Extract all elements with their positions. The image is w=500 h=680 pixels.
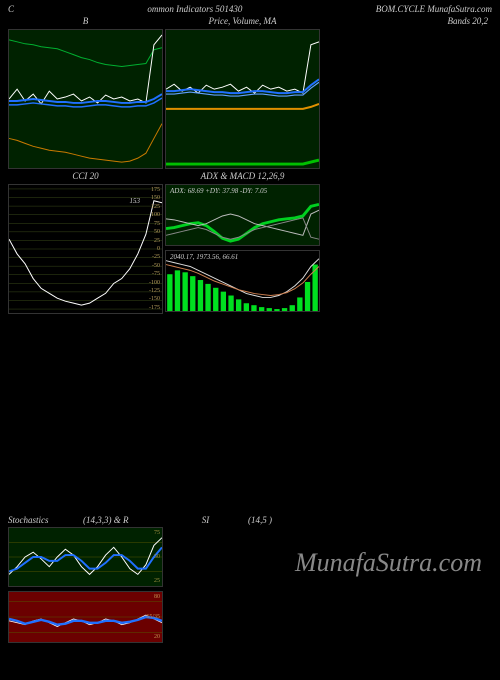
cci-marker: 153 [130,197,141,205]
header-center: ommon Indicators 501430 [147,4,242,14]
rsi-title: SI [163,515,248,525]
charts-grid: B Price, Volume, MA Bands 20,2 CCI 20 17… [0,16,500,316]
macd-label: 2040.17, 1973.56, 66.61 [170,253,238,261]
rsi-chart: 8065/3520 [8,591,163,643]
stoch-chart: 755025 [8,527,163,587]
price-title: Price, Volume, MA [165,16,320,28]
adx-label: ADX: 68.69 +DY: 37.98 -DY: 7.05 [170,187,267,195]
adx-chart: ADX: 68.69 +DY: 37.98 -DY: 7.05 [165,184,320,246]
lower-titles: Stochastics (14,3,3) & R SI (14,5 ) [8,515,492,525]
cci-title: CCI 20 [8,171,163,183]
header: C ommon Indicators 501430 BOM.CYCLE Muna… [0,0,500,16]
price-chart [165,29,320,169]
stoch-ticks: 755025 [154,528,160,586]
rsi-ticks: 8065/3520 [146,592,160,642]
rsi-params: (14,5 ) [248,515,272,525]
cci-panel: CCI 20 1751501251007550250-25-50-75-100-… [8,171,163,314]
bands-title: Bands 20,2 [322,16,492,28]
stoch-title: Stochastics [8,515,83,525]
bb-title: B [8,16,163,28]
adx-macd-title: ADX & MACD 12,26,9 [165,171,320,183]
bb-chart [8,29,163,169]
macd-chart: 2040.17, 1973.56, 66.61 [165,250,320,312]
watermark: MunafaSutra.com [295,548,482,578]
cci-chart: 1751501251007550250-25-50-75-100-125-150… [8,184,163,314]
bands-panel: Bands 20,2 [322,16,492,169]
stoch-params: (14,3,3) & R [83,515,163,525]
adx-macd-panel: ADX & MACD 12,26,9 ADX: 68.69 +DY: 37.98… [165,171,320,314]
price-panel: Price, Volume, MA [165,16,320,169]
lower-section: Stochastics (14,3,3) & R SI (14,5 ) 7550… [8,515,492,643]
bb-panel: B [8,16,163,169]
header-right: BOM.CYCLE MunafaSutra.com [376,4,492,14]
header-left: C [8,4,14,14]
cci-ticks: 1751501251007550250-25-50-75-100-125-150… [149,185,160,313]
